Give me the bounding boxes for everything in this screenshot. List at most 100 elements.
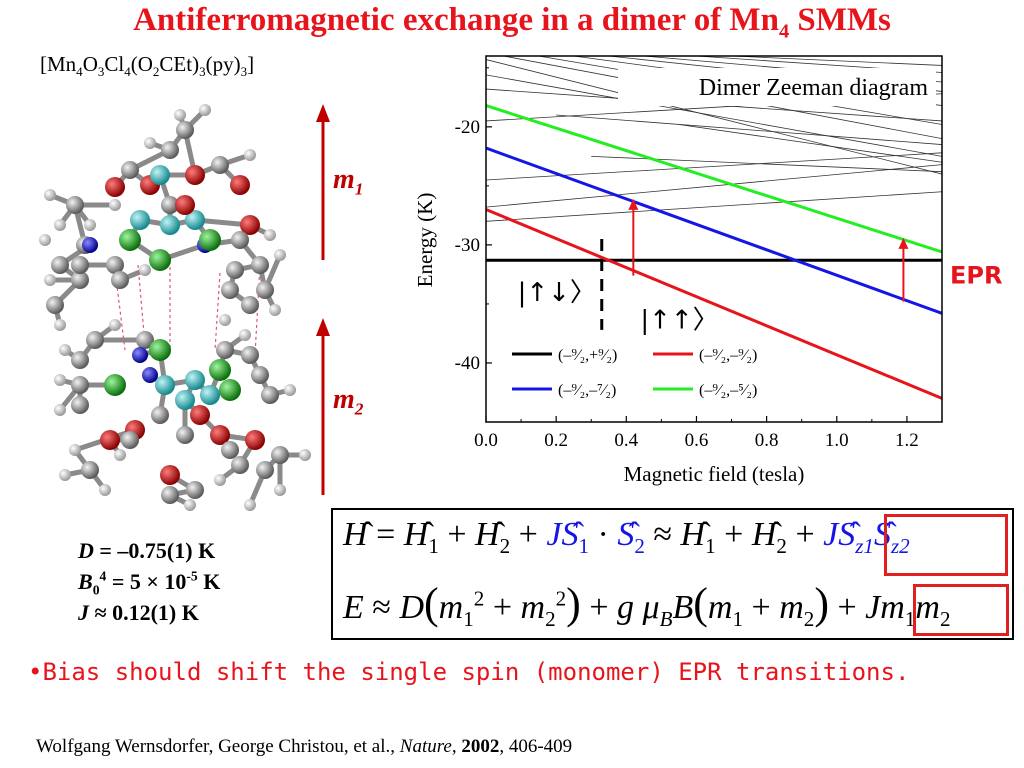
atom bbox=[119, 229, 141, 251]
epr-arrows bbox=[628, 198, 909, 302]
atom bbox=[214, 474, 226, 486]
atom bbox=[185, 370, 205, 390]
atom bbox=[109, 319, 121, 331]
atom bbox=[150, 165, 170, 185]
atom bbox=[99, 484, 111, 496]
atom bbox=[230, 175, 250, 195]
molecule-atoms bbox=[39, 104, 311, 511]
atom bbox=[269, 304, 281, 316]
atom bbox=[244, 499, 256, 511]
atom bbox=[100, 430, 120, 450]
series-line-3 bbox=[486, 104, 942, 254]
atom bbox=[264, 229, 276, 241]
background-level-15 bbox=[678, 124, 942, 163]
atom bbox=[160, 215, 180, 235]
m2-arrow-head bbox=[316, 318, 330, 336]
atom bbox=[86, 331, 104, 349]
epr-arrow-head-1 bbox=[898, 237, 909, 249]
param-D: D = –0.75(1) K bbox=[78, 538, 216, 563]
atom bbox=[176, 426, 194, 444]
axis-ticks: 0.0 0.2 0.4 0.6 0.8 1.0 1.2 -20 -30 -40 bbox=[455, 67, 943, 451]
atom bbox=[219, 314, 231, 326]
atom bbox=[245, 430, 265, 450]
atom bbox=[151, 406, 169, 424]
ising-term-box bbox=[913, 584, 1009, 636]
atom bbox=[221, 441, 239, 459]
molecule-bonds bbox=[47, 107, 308, 508]
atom bbox=[175, 195, 195, 215]
molecule-formula: [Mn4O3Cl4(O2CEt)3(py)3] bbox=[40, 52, 255, 80]
annotation-2: EPR bbox=[950, 261, 1002, 289]
atom bbox=[271, 446, 289, 464]
atom bbox=[71, 376, 89, 394]
atom bbox=[241, 296, 259, 314]
atom bbox=[84, 219, 96, 231]
atom bbox=[221, 281, 239, 299]
energy-equation: E ≈ D(m12 + m22) + g μBB(m1 + m2) + Jm1m… bbox=[343, 579, 951, 631]
plot-frame bbox=[485, 55, 943, 423]
atom bbox=[51, 256, 69, 274]
atom bbox=[256, 461, 274, 479]
atom bbox=[241, 346, 259, 364]
atom bbox=[200, 385, 220, 405]
atom bbox=[161, 141, 179, 159]
atom bbox=[59, 469, 71, 481]
atom bbox=[209, 359, 231, 381]
param-J: J ≈ 0.12(1) K bbox=[78, 600, 199, 625]
atom bbox=[54, 374, 66, 386]
background-level-0 bbox=[486, 59, 942, 175]
x-tick-label-6: 1.2 bbox=[895, 430, 919, 451]
series-lines bbox=[486, 104, 942, 400]
x-tick-label-5: 1.0 bbox=[825, 430, 849, 451]
atom bbox=[121, 161, 139, 179]
atom bbox=[81, 461, 99, 479]
atom bbox=[274, 484, 286, 496]
atom bbox=[44, 189, 56, 201]
atom bbox=[199, 229, 221, 251]
citation: Wolfgang Wernsdorfer, George Christou, e… bbox=[36, 736, 573, 757]
m1-arrow-head bbox=[316, 104, 330, 122]
atom bbox=[59, 344, 71, 356]
atom bbox=[71, 351, 89, 369]
x-tick-label-0: 0.0 bbox=[474, 430, 498, 451]
background-level-12 bbox=[591, 155, 942, 173]
atom bbox=[161, 196, 179, 214]
atom bbox=[132, 347, 148, 363]
atom bbox=[231, 456, 249, 474]
atom bbox=[251, 256, 269, 274]
atom bbox=[104, 374, 126, 396]
y-tick-label-2: -40 bbox=[455, 353, 480, 374]
title-background bbox=[618, 68, 936, 106]
x-tick-label-1: 0.2 bbox=[544, 430, 568, 451]
x-tick-label-4: 0.8 bbox=[755, 430, 779, 451]
atom bbox=[54, 319, 66, 331]
atom bbox=[240, 215, 260, 235]
y-tick-label-1: -30 bbox=[455, 235, 480, 256]
atom bbox=[256, 281, 274, 299]
atom bbox=[199, 104, 211, 116]
atom bbox=[210, 425, 230, 445]
atom bbox=[219, 379, 241, 401]
annotation-1: |↑↑〉 bbox=[640, 305, 718, 335]
atom bbox=[185, 210, 205, 230]
atom bbox=[66, 196, 84, 214]
atom bbox=[186, 481, 204, 499]
x-axis-label: Magnetic field (tesla) bbox=[624, 462, 805, 486]
atom bbox=[144, 137, 156, 149]
spin-arrows bbox=[316, 104, 330, 495]
atom bbox=[46, 296, 64, 314]
atom bbox=[54, 404, 66, 416]
legend-label-1: (–⁹⁄₂,–⁹⁄₂) bbox=[699, 347, 757, 364]
series-line-2 bbox=[486, 146, 942, 315]
atom bbox=[121, 431, 139, 449]
atom bbox=[190, 405, 210, 425]
atom bbox=[185, 165, 205, 185]
atom bbox=[130, 210, 150, 230]
atom bbox=[149, 249, 171, 271]
atom bbox=[155, 375, 175, 395]
atom bbox=[216, 341, 234, 359]
atom bbox=[39, 234, 51, 246]
legend-label-2: (–⁹⁄₂,–⁷⁄₂) bbox=[558, 382, 616, 399]
x-tick-label-3: 0.6 bbox=[685, 430, 709, 451]
atom bbox=[111, 271, 129, 289]
